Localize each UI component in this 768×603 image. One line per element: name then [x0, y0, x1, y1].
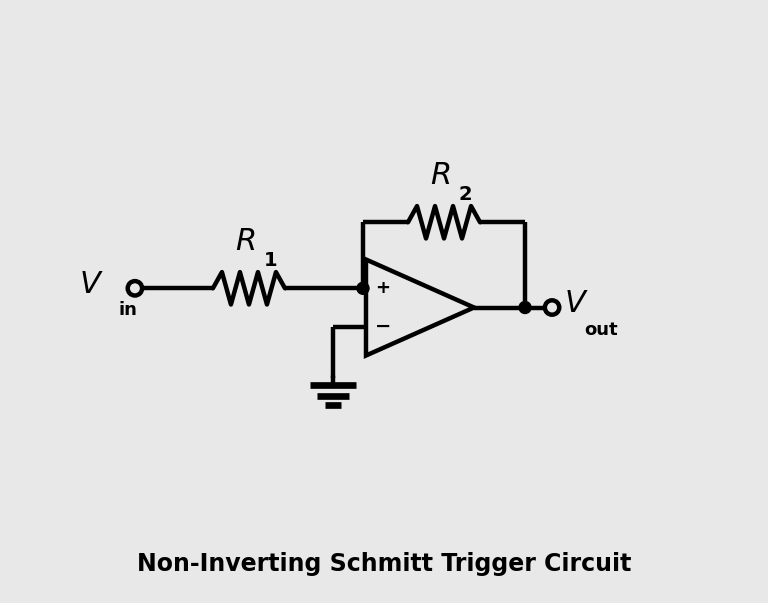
Text: $\mathit{V}$: $\mathit{V}$: [564, 288, 589, 319]
Text: $\mathit{V}$: $\mathit{V}$: [79, 268, 104, 300]
Text: $\mathit{R}$: $\mathit{R}$: [235, 226, 256, 257]
Circle shape: [127, 281, 142, 295]
Text: $\mathit{R}$: $\mathit{R}$: [430, 160, 451, 191]
Text: 1: 1: [263, 251, 277, 270]
Text: +: +: [376, 279, 390, 297]
Text: 2: 2: [458, 185, 472, 204]
Circle shape: [545, 300, 559, 315]
Text: in: in: [118, 302, 137, 320]
Text: out: out: [584, 321, 618, 339]
Text: −: −: [375, 317, 391, 336]
Circle shape: [519, 302, 531, 314]
Circle shape: [357, 282, 369, 294]
Text: Non-Inverting Schmitt Trigger Circuit: Non-Inverting Schmitt Trigger Circuit: [137, 552, 631, 576]
